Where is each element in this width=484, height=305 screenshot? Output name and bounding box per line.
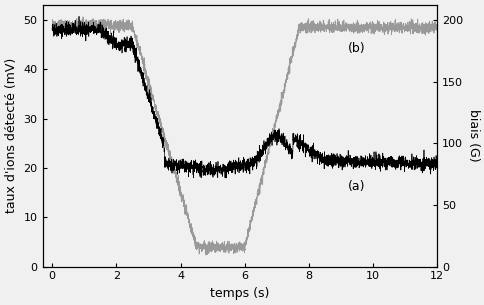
Y-axis label: biais (G): biais (G) (466, 109, 479, 162)
X-axis label: temps (s): temps (s) (210, 287, 269, 300)
Y-axis label: taux d'ions détecté (mV): taux d'ions détecté (mV) (5, 58, 18, 213)
Text: (b): (b) (347, 42, 364, 55)
Text: (a): (a) (347, 180, 364, 193)
